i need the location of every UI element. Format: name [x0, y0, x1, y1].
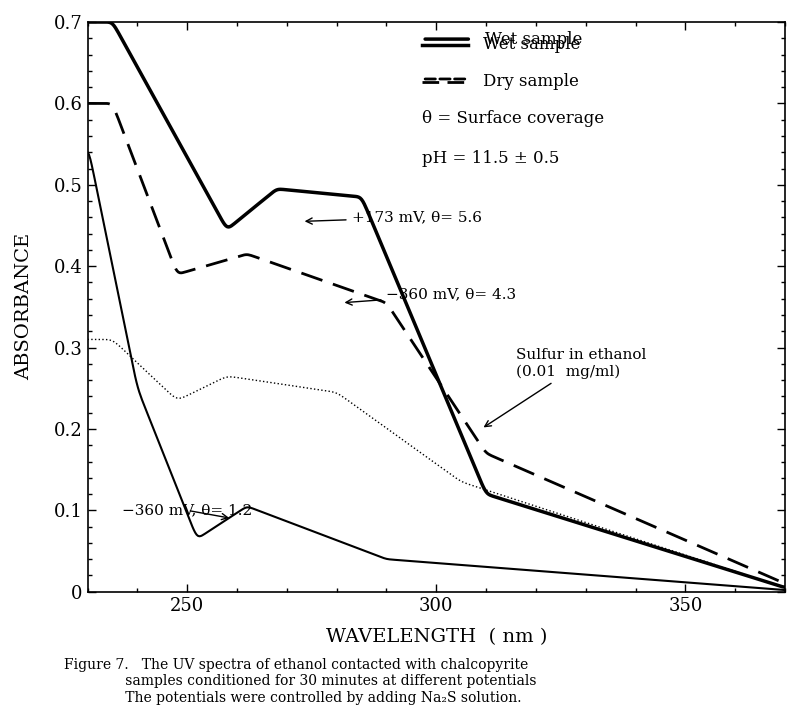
- Text: θ = Surface coverage: θ = Surface coverage: [422, 110, 605, 127]
- Text: −360 mV, θ= 4.3: −360 mV, θ= 4.3: [346, 288, 517, 305]
- X-axis label: WAVELENGTH  ( nm ): WAVELENGTH ( nm ): [326, 628, 547, 646]
- Text: Wet sample: Wet sample: [485, 31, 582, 47]
- Text: −360 mV, θ= 1.2: −360 mV, θ= 1.2: [122, 503, 253, 520]
- Text: Wet sample: Wet sample: [482, 36, 580, 53]
- Text: +173 mV, θ= 5.6: +173 mV, θ= 5.6: [306, 211, 482, 224]
- Text: Figure 7.   The UV spectra of ethanol contacted with chalcopyrite
              : Figure 7. The UV spectra of ethanol cont…: [64, 658, 537, 705]
- Y-axis label: ABSORBANCE: ABSORBANCE: [15, 233, 33, 380]
- Text: Sulfur in ethanol
(0.01  mg/ml): Sulfur in ethanol (0.01 mg/ml): [485, 349, 646, 426]
- Text: Dry sample: Dry sample: [482, 73, 578, 91]
- Text: pH = 11.5 ± 0.5: pH = 11.5 ± 0.5: [422, 150, 560, 168]
